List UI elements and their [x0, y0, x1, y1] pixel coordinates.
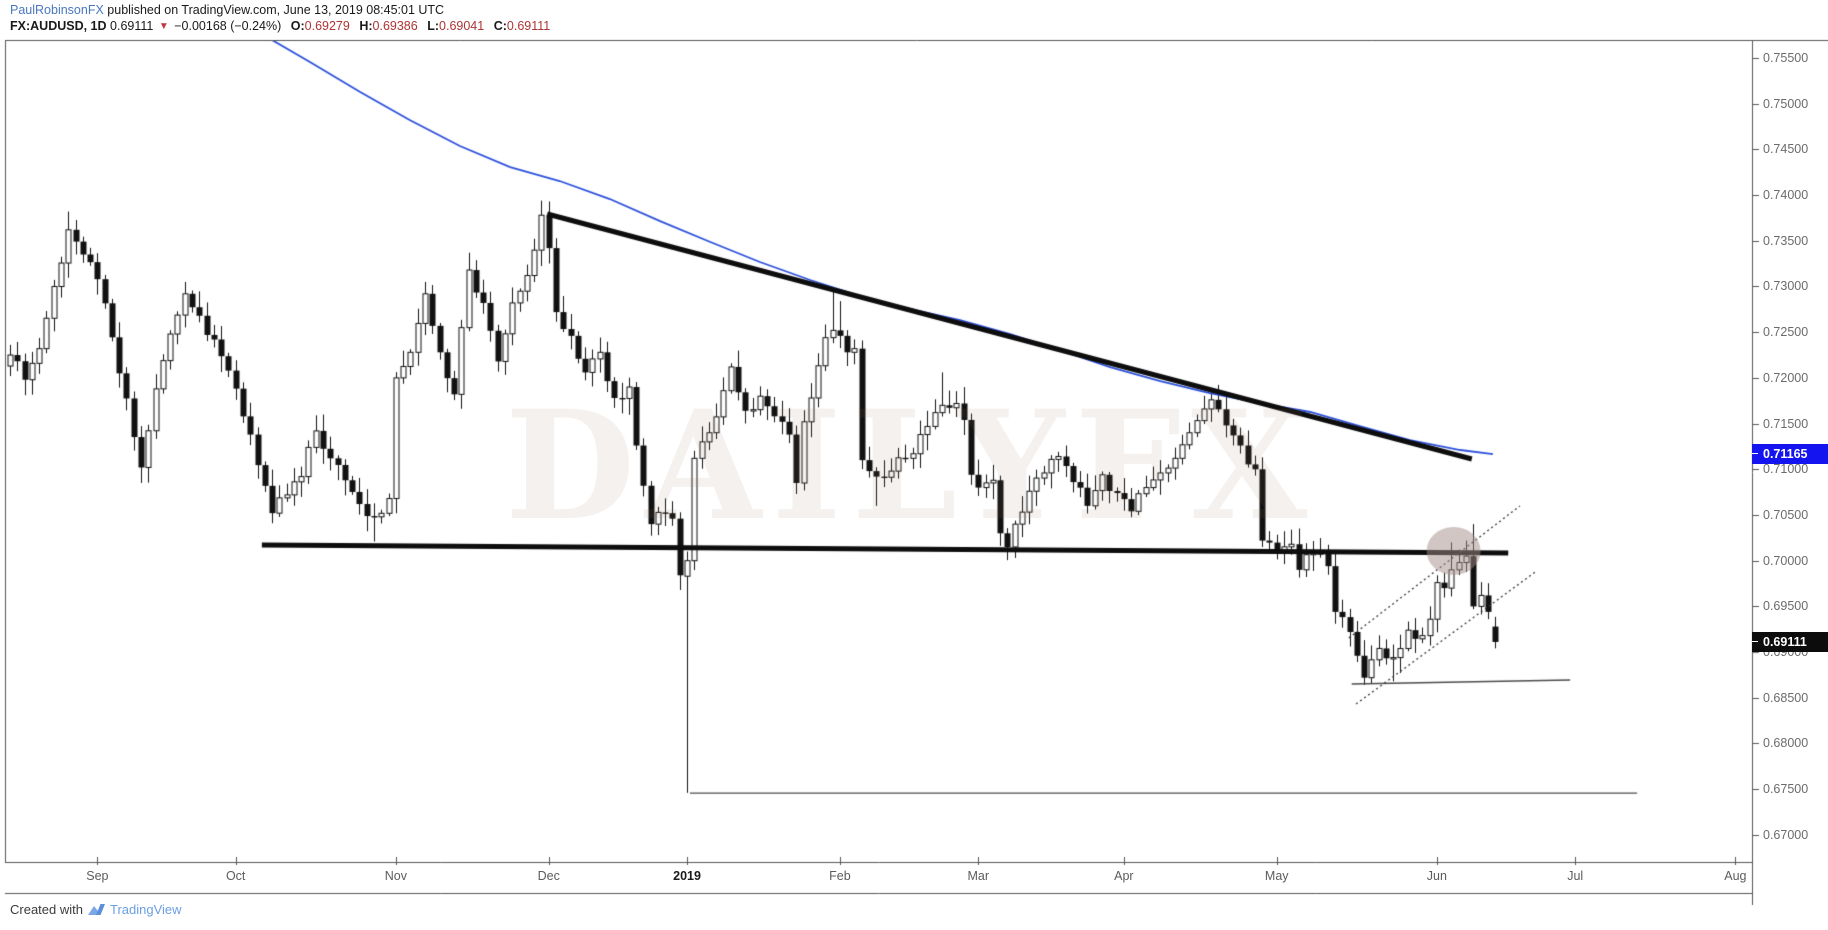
price-tick-label: 0.68000 — [1763, 736, 1809, 751]
time-tick-label: 2019 — [673, 869, 701, 883]
symbol-info-line: FX:AUDUSD, 1D 0.69111 ▼ −0.00168 (−0.24%… — [10, 19, 550, 33]
footer-attribution: Created with TradingView — [10, 902, 182, 917]
ma-price-tag: 0.71165 — [1752, 444, 1828, 465]
publish-info-line: PaulRobinsonFX published on TradingView.… — [10, 3, 444, 17]
open-value: 0.69279 — [304, 19, 350, 33]
time-tick-label: Apr — [1114, 869, 1134, 883]
price-tick-label: 0.71500 — [1763, 416, 1809, 431]
last-price-value: 0.69111 — [110, 19, 154, 33]
time-tick-label: Feb — [829, 869, 851, 883]
price-tick-label: 0.67500 — [1763, 782, 1809, 797]
price-tick-label: 0.74500 — [1763, 142, 1809, 157]
time-tick-label: Mar — [967, 869, 989, 883]
high-label: H: — [359, 19, 373, 33]
price-tick-label: 0.69500 — [1763, 599, 1809, 614]
open-label: O: — [290, 19, 305, 33]
low-value: 0.69041 — [439, 19, 485, 33]
price-tick-label: 0.75500 — [1763, 51, 1809, 65]
tradingview-brand-link[interactable]: TradingView — [109, 902, 182, 917]
close-value: 0.69111 — [506, 19, 551, 33]
time-tick-label: Aug — [1724, 869, 1747, 883]
time-tick-label: May — [1264, 869, 1289, 883]
tag-notch — [1752, 640, 1758, 642]
tag-notch — [1752, 453, 1758, 455]
symbol-and-interval: FX:AUDUSD, 1D — [10, 19, 107, 33]
last-price-tag: 0.69111 — [1752, 631, 1828, 652]
close-label: C: — [493, 19, 507, 33]
published-text: published on TradingView.com, June 13, 2… — [103, 3, 445, 17]
time-tick-label: Jul — [1567, 869, 1584, 883]
change-value: −0.00168 (−0.24%) — [174, 19, 282, 33]
tradingview-logo-icon — [87, 902, 106, 917]
price-tick-label: 0.73000 — [1763, 279, 1809, 294]
time-tick-label: Oct — [225, 869, 246, 883]
time-tick-label: Dec — [537, 869, 560, 883]
created-with-text: Created with — [10, 902, 83, 917]
author-link[interactable]: PaulRobinsonFX — [10, 3, 104, 17]
price-tick-label: 0.71000 — [1763, 462, 1809, 477]
price-tick-label: 0.72500 — [1763, 325, 1809, 340]
price-tick-label: 0.72000 — [1763, 370, 1809, 385]
time-tick-label: Jun — [1426, 869, 1447, 883]
price-tick-label: 0.74000 — [1763, 188, 1809, 203]
price-tick-label: 0.70500 — [1763, 507, 1809, 522]
price-tick-label: 0.70000 — [1763, 553, 1809, 568]
price-tick-label: 0.68500 — [1763, 690, 1809, 705]
down-arrow-icon: ▼ — [158, 21, 169, 32]
price-tick-label: 0.67000 — [1763, 827, 1809, 842]
time-tick-label: Nov — [384, 869, 407, 883]
price-tick-label: 0.73500 — [1763, 233, 1809, 248]
time-tick-label: Sep — [86, 869, 109, 883]
low-label: L: — [427, 19, 440, 33]
high-value: 0.69386 — [372, 19, 418, 33]
price-tick-label: 0.75000 — [1763, 96, 1809, 111]
